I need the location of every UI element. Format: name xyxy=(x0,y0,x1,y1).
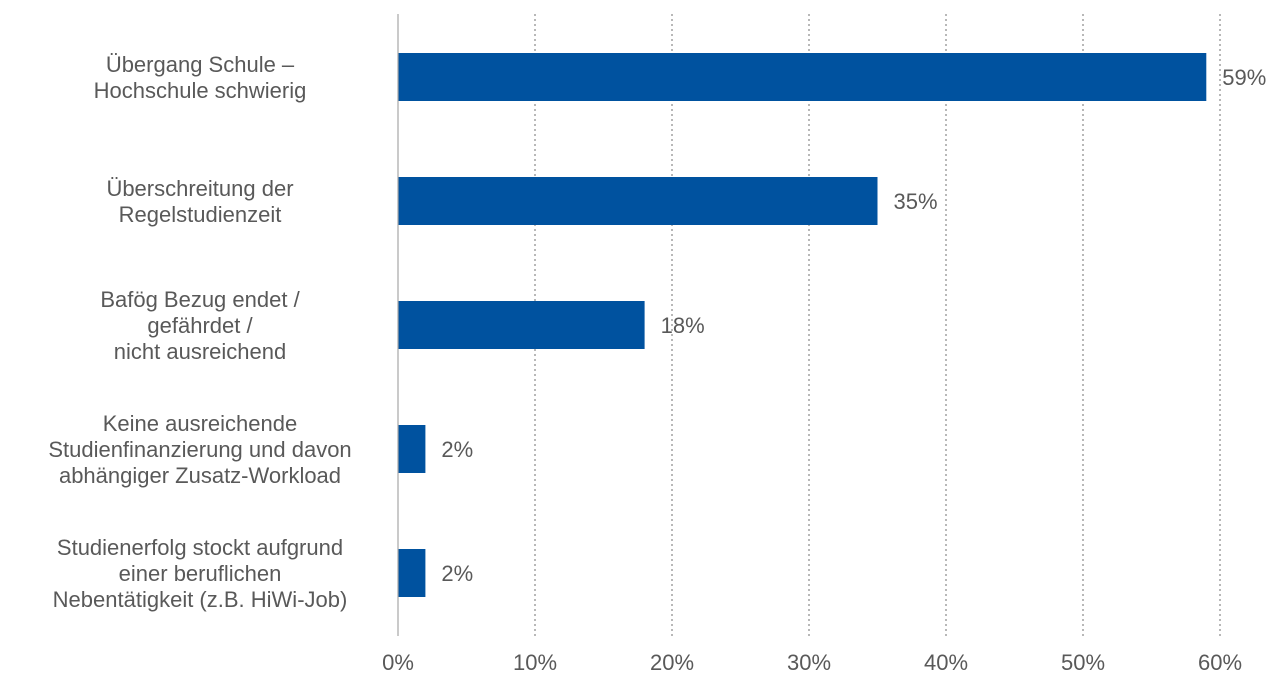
category-label-line: abhängiger Zusatz-Workload xyxy=(59,463,341,488)
bar-2 xyxy=(398,301,645,349)
category-label-0: Übergang Schule – Hochschule schwierig xyxy=(94,52,307,103)
bar-4 xyxy=(398,549,426,597)
category-label-line: nicht ausreichend xyxy=(114,339,286,364)
value-label-1: 35% xyxy=(894,189,938,214)
x-tick-label-30: 30% xyxy=(787,650,831,675)
category-label-line: Übergang Schule – xyxy=(106,52,295,77)
x-tick-label-10: 10% xyxy=(513,650,557,675)
category-label-line: gefährdet / xyxy=(147,313,253,338)
x-tick-label-20: 20% xyxy=(650,650,694,675)
category-label-line: Keine ausreichende xyxy=(103,411,297,436)
value-label-3: 2% xyxy=(441,437,473,462)
category-label-line: Nebentätigkeit (z.B. HiWi-Job) xyxy=(53,587,348,612)
x-tick-label-50: 50% xyxy=(1061,650,1105,675)
axis-layer: 0% 10% 20% 30% 40% 50% 60% xyxy=(382,14,1242,675)
category-label-line: Bafög Bezug endet / xyxy=(100,287,300,312)
value-label-0: 59% xyxy=(1222,65,1266,90)
x-tick-label-40: 40% xyxy=(924,650,968,675)
x-tick-label-0: 0% xyxy=(382,650,414,675)
category-label-line: Überschreitung der xyxy=(106,176,293,201)
category-label-1: Überschreitung der Regelstudienzeit xyxy=(106,176,293,227)
bar-1 xyxy=(398,177,878,225)
category-label-4: Studienerfolg stockt aufgrund einer beruf… xyxy=(53,535,348,612)
category-label-line: Studienfinanzierung und davon xyxy=(48,437,351,462)
bar-layer xyxy=(398,53,1207,597)
x-tick-label-60: 60% xyxy=(1198,650,1242,675)
bar-0 xyxy=(398,53,1207,101)
category-label-line: Regelstudienzeit xyxy=(119,202,282,227)
bar-3 xyxy=(398,425,426,473)
value-label-2: 18% xyxy=(661,313,705,338)
category-label-line: einer beruflichen xyxy=(119,561,282,586)
label-layer: 59% Übergang Schule – Hochschule schwierig… xyxy=(48,52,1266,612)
category-label-line: Hochschule schwierig xyxy=(94,78,307,103)
category-label-2: Bafög Bezug endet / gefährdet / nicht ausr… xyxy=(100,287,300,364)
value-label-4: 2% xyxy=(441,561,473,586)
category-label-3: Keine ausreichende Studienfinanzierung un… xyxy=(48,411,351,488)
category-label-line: Studienerfolg stockt aufgrund xyxy=(57,535,343,560)
